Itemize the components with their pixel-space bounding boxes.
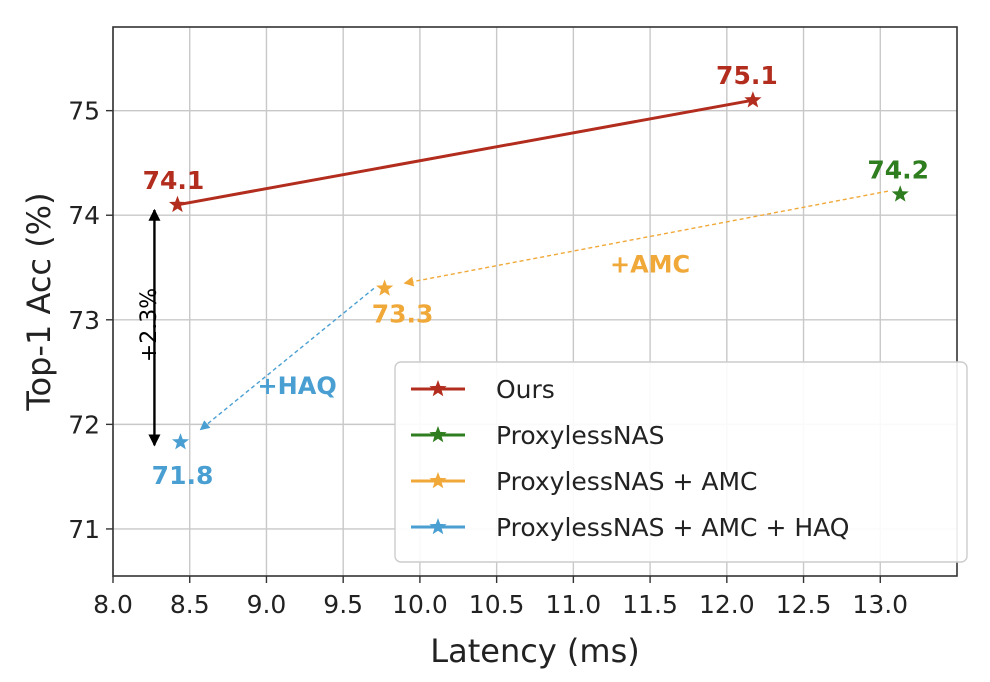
- annotation-amc: +AMC: [610, 251, 690, 279]
- annotations: +AMC +HAQ +2.3%: [137, 251, 690, 400]
- legend-swatch-marker: [429, 518, 447, 535]
- data-markers: [168, 91, 909, 450]
- x-tick-label: 8.0: [93, 590, 133, 619]
- annotation-arrows: [148, 190, 889, 447]
- marker-proxylessnas-amc: [376, 279, 394, 296]
- data-label-ours: 74.1: [143, 166, 205, 195]
- x-tick-label: 13.0: [852, 590, 908, 619]
- legend-swatch-marker: [429, 472, 447, 489]
- legend-entry-proxylessnas: ProxylessNAS: [496, 421, 665, 450]
- data-labels: 74.1 75.1 74.2 73.3 71.8: [143, 61, 929, 490]
- y-tick-label: 75: [68, 97, 100, 126]
- legend-entry-proxylessnas-amc-haq: ProxylessNAS + AMC + HAQ: [496, 513, 849, 542]
- legend-swatch-marker: [429, 426, 447, 443]
- data-label-ours: 75.1: [716, 61, 778, 90]
- x-axis-title: Latency (ms): [430, 632, 639, 670]
- y-tick-label: 73: [68, 306, 100, 335]
- y-tick-label: 72: [68, 410, 100, 439]
- y-tick-label: 71: [68, 515, 100, 544]
- x-tick-label: 9.0: [247, 590, 287, 619]
- data-label-proxylessnas: 74.2: [867, 155, 929, 184]
- legend-box: [394, 361, 968, 563]
- x-tick-label: 10.0: [392, 590, 448, 619]
- legend-entry-ours: Ours: [496, 375, 555, 404]
- marker-proxylessnas-amc-haq: [172, 433, 190, 450]
- annotation-haq: +HAQ: [258, 372, 337, 400]
- legend-entry-proxylessnas-amc: ProxylessNAS + AMC: [496, 467, 758, 496]
- x-tick-label: 10.5: [469, 590, 525, 619]
- data-label-proxylessnas-amc: 73.3: [372, 299, 434, 328]
- x-tick-label: 8.5: [170, 590, 210, 619]
- x-tick-label: 12.0: [699, 590, 755, 619]
- transition-arrow: [403, 190, 889, 287]
- series-line-ours: [177, 98, 754, 207]
- y-axis-ticks: 71 72 73 74 75: [68, 97, 113, 544]
- y-tick-label: 74: [68, 201, 100, 230]
- x-tick-label: 11.5: [622, 590, 678, 619]
- transition-arrow: [199, 287, 375, 431]
- data-label-proxylessnas-amc-haq: 71.8: [152, 461, 214, 490]
- x-tick-label: 11.0: [546, 590, 602, 619]
- x-tick-label: 9.5: [323, 590, 363, 619]
- legend-swatch-marker: [429, 380, 447, 397]
- series-lines: [177, 98, 754, 207]
- improvement-label: +2.3%: [137, 288, 162, 362]
- y-axis-title: Top-1 Acc (%): [20, 192, 58, 411]
- legend: Ours ProxylessNAS ProxylessNAS + AMC Proxyl…: [394, 361, 968, 563]
- x-axis-ticks: 8.0 8.5 9.0 9.5 10.0 10.5 11.0 11.5 12.0 12.5 13.0: [93, 576, 908, 619]
- marker-proxylessnas: [891, 185, 909, 202]
- plot-frame: [112, 26, 958, 577]
- marker-ours: [744, 91, 762, 108]
- marker-ours: [168, 195, 186, 213]
- x-tick-label: 12.5: [776, 590, 832, 619]
